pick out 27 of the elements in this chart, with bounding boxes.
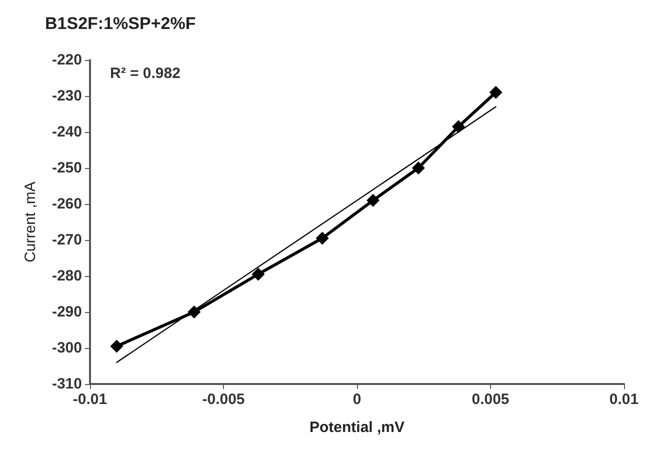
- y-tick-label: -280: [52, 268, 82, 284]
- point: [316, 232, 329, 245]
- y-tick-label: -230: [52, 88, 82, 104]
- y-tick-label: -240: [52, 124, 82, 140]
- y-tick-label: -290: [52, 304, 82, 320]
- annotation: R² = 0.982: [110, 65, 180, 82]
- y-tick-label: -300: [52, 340, 82, 356]
- x-tick-label: -0.005: [202, 391, 245, 408]
- y-tick-label: -220: [52, 52, 82, 68]
- x-tick-label: 0.01: [609, 391, 639, 408]
- x-tick-label: 0: [352, 391, 362, 408]
- point: [366, 194, 380, 207]
- point: [412, 162, 425, 174]
- y-tick-label: -310: [52, 376, 82, 392]
- chart-title: B1S2F:1%SP+2%F: [45, 14, 196, 33]
- point: [110, 340, 124, 353]
- point: [452, 120, 465, 134]
- point: [188, 306, 201, 318]
- y-axis-title: Current ,mA: [22, 182, 39, 262]
- y-tick-label: -250: [52, 160, 82, 176]
- y-tick-label: -260: [52, 196, 82, 212]
- y-tick-label: -270: [52, 232, 82, 248]
- x-axis-title: Potential ,mV: [309, 419, 405, 436]
- point: [489, 86, 502, 99]
- x-tick-label: 0.005: [472, 391, 510, 408]
- x-tick-label: -0.01: [72, 391, 108, 408]
- point: [252, 268, 265, 281]
